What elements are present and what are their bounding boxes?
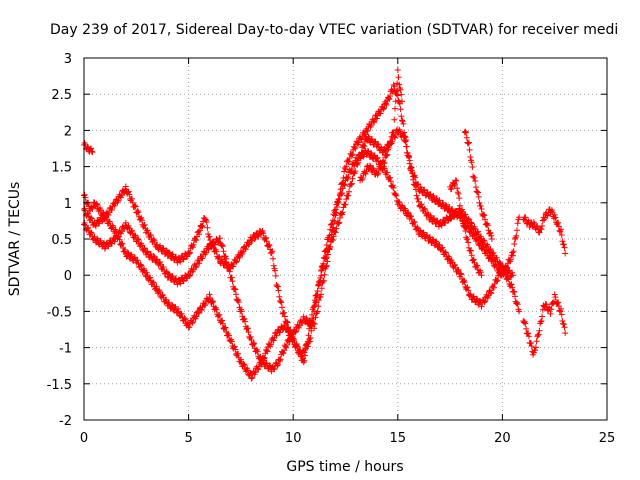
- y-tick-label: -1: [59, 342, 72, 357]
- series-I: [357, 67, 405, 184]
- series-markers: [447, 177, 485, 279]
- x-tick-label: 10: [285, 431, 302, 446]
- series-C: [81, 126, 523, 366]
- series-markers: [520, 206, 569, 257]
- series-H: [81, 140, 96, 156]
- y-tick-label: 3: [64, 52, 72, 67]
- series-markers: [81, 140, 96, 156]
- y-tick-label: -2: [59, 414, 72, 429]
- y-tick-label: 1.5: [51, 161, 72, 176]
- x-tick-label: 25: [599, 431, 616, 446]
- x-tick-label: 15: [390, 431, 407, 446]
- x-tick-label: 0: [80, 431, 88, 446]
- x-tick-label: 20: [494, 431, 511, 446]
- series-G: [461, 128, 495, 242]
- chart-title: Day 239 of 2017, Sidereal Day-to-day VTE…: [50, 22, 618, 38]
- y-tick-label: 0.5: [51, 233, 72, 248]
- axis-ticks: 0 5 10 15 20 25 -2 -1.5 -1 -0.5 0 0.5 1 1.5 2 2.5 3: [47, 52, 616, 446]
- data-points: [81, 67, 569, 382]
- grid: [84, 58, 607, 420]
- y-tick-label: -0.5: [47, 305, 72, 320]
- y-axis-label: SDTVAR / TECUs: [7, 182, 23, 297]
- series-F: [447, 177, 485, 279]
- series-markers: [520, 291, 569, 358]
- x-tick-label: 5: [184, 431, 192, 446]
- series-E: [520, 291, 569, 358]
- y-tick-label: 1: [64, 197, 72, 212]
- y-tick-label: -1.5: [47, 378, 72, 393]
- series-D: [520, 206, 569, 257]
- y-tick-label: 0: [64, 269, 72, 284]
- series-markers: [357, 67, 405, 184]
- x-axis-label: GPS time / hours: [286, 459, 403, 475]
- series-markers: [461, 128, 495, 242]
- y-tick-label: 2: [64, 124, 72, 139]
- series-markers: [81, 126, 523, 366]
- y-tick-label: 2.5: [51, 88, 72, 103]
